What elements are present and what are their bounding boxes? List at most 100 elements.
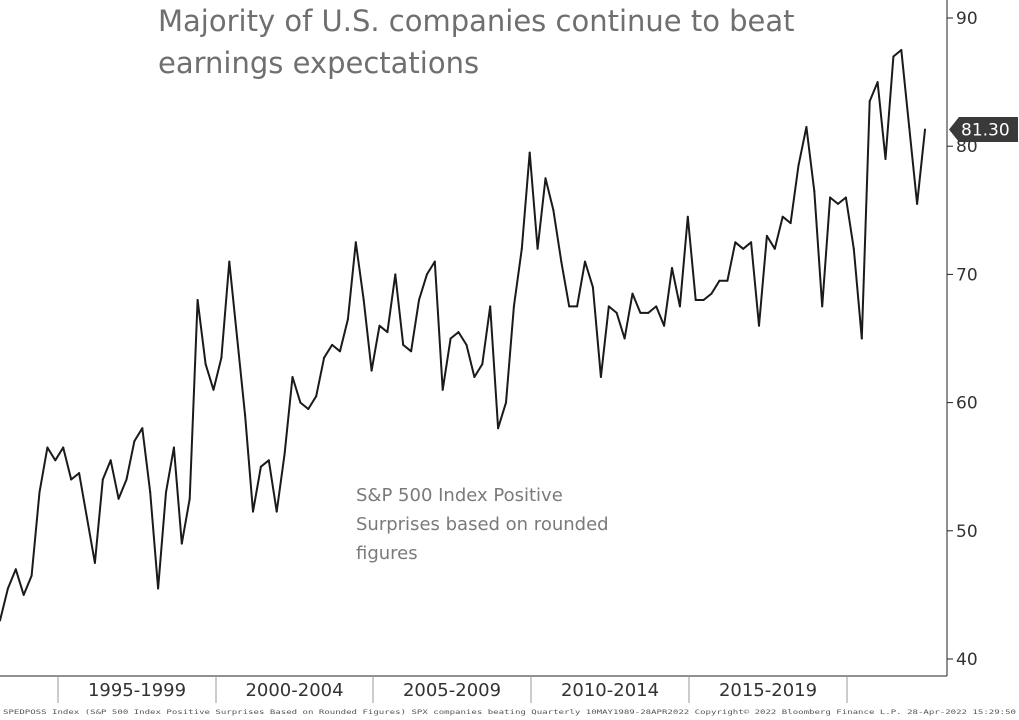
x-tick-label: 2005-2009 bbox=[403, 680, 501, 701]
series-point bbox=[639, 311, 642, 314]
series-point bbox=[631, 292, 634, 295]
series-layer bbox=[0, 49, 926, 622]
series-point bbox=[750, 241, 753, 244]
chart-footer-source: SPEDPOSS Index (S&P 500 Index Positive S… bbox=[3, 709, 1016, 716]
series-point bbox=[38, 491, 41, 494]
series-point bbox=[101, 478, 104, 481]
series-point bbox=[860, 337, 863, 340]
x-tick-label: 2015-2019 bbox=[719, 680, 817, 701]
series-point bbox=[663, 324, 666, 327]
series-point bbox=[457, 331, 460, 334]
series-point bbox=[544, 177, 547, 180]
series-point bbox=[489, 305, 492, 308]
series-point bbox=[93, 561, 96, 564]
series-point bbox=[908, 126, 911, 128]
series-line bbox=[0, 49, 926, 621]
series-point bbox=[678, 305, 681, 308]
series-point bbox=[441, 388, 444, 391]
y-tick-label: 80 bbox=[956, 137, 978, 157]
x-tick-label: 1995-1999 bbox=[88, 680, 186, 701]
last-value-flag bbox=[949, 117, 1018, 143]
series-point bbox=[378, 324, 381, 327]
series-point bbox=[86, 517, 88, 519]
series-point bbox=[267, 459, 270, 462]
series-point bbox=[323, 356, 326, 359]
series-point bbox=[505, 401, 507, 404]
series-point bbox=[54, 459, 57, 462]
series-point bbox=[473, 376, 476, 378]
series-point bbox=[552, 209, 555, 212]
series-point bbox=[259, 465, 262, 468]
series-point bbox=[180, 542, 183, 545]
series-point bbox=[188, 497, 191, 500]
series-point bbox=[686, 215, 689, 218]
series-point bbox=[584, 260, 586, 263]
series-point bbox=[141, 427, 144, 430]
series-point bbox=[172, 446, 175, 449]
series-point bbox=[275, 510, 278, 513]
series-point bbox=[481, 363, 484, 366]
series-point bbox=[599, 376, 602, 378]
series-point bbox=[386, 331, 389, 334]
series-point bbox=[520, 247, 523, 250]
series-point bbox=[157, 587, 160, 590]
series-point bbox=[568, 305, 571, 308]
x-tick-label: 2000-2004 bbox=[245, 680, 343, 701]
series-point bbox=[844, 196, 847, 199]
series-point bbox=[299, 401, 302, 404]
series-point bbox=[528, 151, 531, 154]
series-point bbox=[14, 568, 17, 571]
series-point bbox=[220, 356, 223, 359]
series-point bbox=[647, 311, 650, 314]
series-point bbox=[331, 343, 334, 346]
series-point bbox=[837, 202, 839, 205]
series-point bbox=[315, 395, 318, 398]
y-tick-label: 90 bbox=[956, 9, 978, 29]
series-point bbox=[228, 260, 231, 263]
series-point bbox=[576, 305, 579, 308]
series-point bbox=[339, 350, 341, 353]
series-point bbox=[702, 299, 705, 301]
series-point bbox=[133, 440, 136, 443]
series-point bbox=[418, 299, 420, 301]
series-point bbox=[829, 196, 832, 199]
series-point bbox=[252, 510, 254, 513]
series-point bbox=[726, 279, 729, 282]
y-tick-label: 40 bbox=[956, 650, 978, 670]
series-point bbox=[497, 427, 500, 430]
series-point bbox=[789, 222, 792, 225]
series-point bbox=[758, 324, 760, 327]
series-point bbox=[718, 279, 721, 282]
series-point bbox=[283, 452, 286, 455]
y-tick-label: 60 bbox=[956, 394, 978, 414]
series-point bbox=[291, 376, 294, 378]
series-point bbox=[402, 343, 405, 346]
series-point bbox=[449, 337, 452, 340]
series-point bbox=[370, 369, 373, 372]
x-tick-label: 2010-2014 bbox=[561, 680, 659, 701]
series-point bbox=[805, 126, 808, 128]
series-point bbox=[694, 299, 697, 301]
series-point bbox=[591, 286, 594, 289]
series-point bbox=[852, 247, 855, 250]
series-point bbox=[742, 247, 745, 250]
series-point bbox=[354, 241, 357, 244]
series-point bbox=[6, 587, 9, 590]
chart-title-line-2: earnings expectations bbox=[158, 46, 479, 80]
series-annotation-line-2: Surprises based on rounded bbox=[356, 514, 609, 535]
series-point bbox=[0, 619, 1, 622]
series-point bbox=[781, 215, 784, 218]
series-point bbox=[78, 472, 81, 475]
series-point bbox=[536, 247, 539, 250]
series-point bbox=[212, 388, 215, 391]
series-point bbox=[615, 311, 618, 314]
series-point bbox=[362, 299, 365, 301]
series-point bbox=[394, 273, 397, 276]
series-point bbox=[196, 299, 199, 301]
y-tick-label: 70 bbox=[956, 265, 978, 285]
series-point bbox=[117, 497, 120, 500]
series-point bbox=[924, 128, 926, 131]
series-point bbox=[892, 55, 895, 58]
series-point bbox=[797, 164, 800, 167]
series-point bbox=[765, 234, 768, 237]
